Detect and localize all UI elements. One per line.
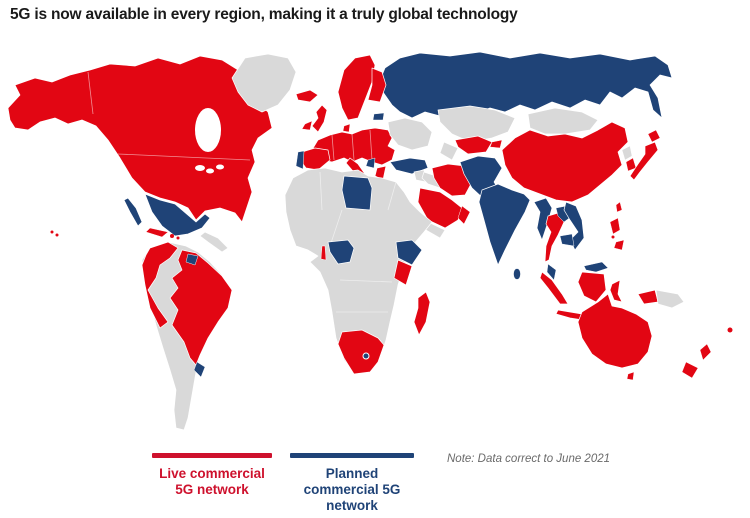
region-fiji [727,327,733,333]
region-myanmar [533,197,553,241]
region-sumatra [539,271,569,305]
region-brazil [169,249,233,366]
region-china [501,121,629,203]
region-turkmenistan [439,141,459,161]
region-australia [577,293,653,369]
region-taiwan [615,201,623,213]
region-ethiopia [395,239,423,266]
region-turkey [389,157,429,175]
region-kyrgyzstan [489,139,503,149]
region-india [478,183,531,266]
region-luzon [609,217,621,235]
legend-live: Live commercial 5G network [152,453,272,498]
region-mexico [144,193,211,237]
legend-planned: Planned commercial 5G network [290,453,414,514]
legend-planned-label-line1: Planned [325,466,379,481]
region-north-america [7,55,273,223]
region-lesotho [362,352,370,360]
region-uzbekistan [454,135,493,155]
legend-live-swatch [152,453,272,458]
region-oman [457,205,471,225]
region-papua-new-guinea [655,289,685,309]
region-iceland [295,89,319,103]
region-west-papua [637,289,659,305]
legend-live-label-line2: 5G network [175,482,249,497]
region-united-kingdom [311,104,328,133]
great-lakes [206,168,214,174]
region-portugal [295,150,305,170]
region-hawaii [55,233,59,237]
region-norway-sweden [337,54,376,121]
region-hispaniola [170,234,174,238]
region-europe-mainland [311,127,396,166]
region-spain [299,147,331,171]
region-denmark [342,123,351,133]
region-latvia [372,112,385,121]
region-madagascar [413,291,431,336]
region-kazakhstan [437,105,516,143]
region-mongolia [527,107,599,135]
region-new-zealand-south [681,361,699,379]
region-finland [367,67,387,103]
region-kenya [393,259,413,286]
region-hawaii [50,230,54,234]
data-note: Note: Data correct to June 2021 [447,453,611,465]
region-mexico-baja [123,197,143,227]
region-togo [320,245,327,261]
region-nigeria [327,239,355,265]
region-south-africa [337,329,385,375]
region-ireland [301,120,313,131]
region-greenland [231,53,297,113]
legend-live-label-line1: Live commercial [159,466,265,481]
region-tasmania [626,371,635,381]
region-malaysia-peninsula [546,263,557,281]
region-iran [431,163,473,197]
region-kalimantan [577,271,607,303]
region-russia [377,51,673,119]
region-malaysia-borneo [583,261,609,273]
great-lakes [195,165,205,171]
region-puerto-rico [176,236,180,240]
region-central-america [199,231,229,253]
europe-borders [331,129,373,161]
hudson-bay [195,108,221,152]
region-serbia [365,157,376,169]
legend-planned-label-line3: network [326,498,378,513]
region-cuba [145,227,169,238]
region-suriname [185,253,199,266]
legend-planned-label-line2: commercial 5G [303,482,401,497]
region-mindanao [613,239,625,251]
region-new-zealand-north [699,343,712,361]
region-uruguay [193,361,206,378]
africa-borders [319,171,397,313]
us-canada-border [117,153,251,161]
world-map [0,50,750,450]
region-ukraine-belarus [387,117,433,151]
region-africa [284,167,433,375]
region-colombia-peru [141,241,179,329]
region-libya [341,175,373,211]
page-title: 5G is now available in every region, mak… [10,6,518,23]
great-lakes [216,164,224,170]
region-cambodia [559,233,575,247]
legend-planned-swatch [290,453,414,458]
world-map-svg [7,51,733,431]
region-sri-lanka [513,268,521,280]
alaska-border [87,71,94,115]
region-visayas [611,235,615,239]
region-saudi-arabia [417,187,463,229]
region-japan-hokkaido [647,129,661,143]
region-japan [629,141,659,181]
region-sulawesi [609,279,623,303]
region-north-korea [621,145,633,161]
